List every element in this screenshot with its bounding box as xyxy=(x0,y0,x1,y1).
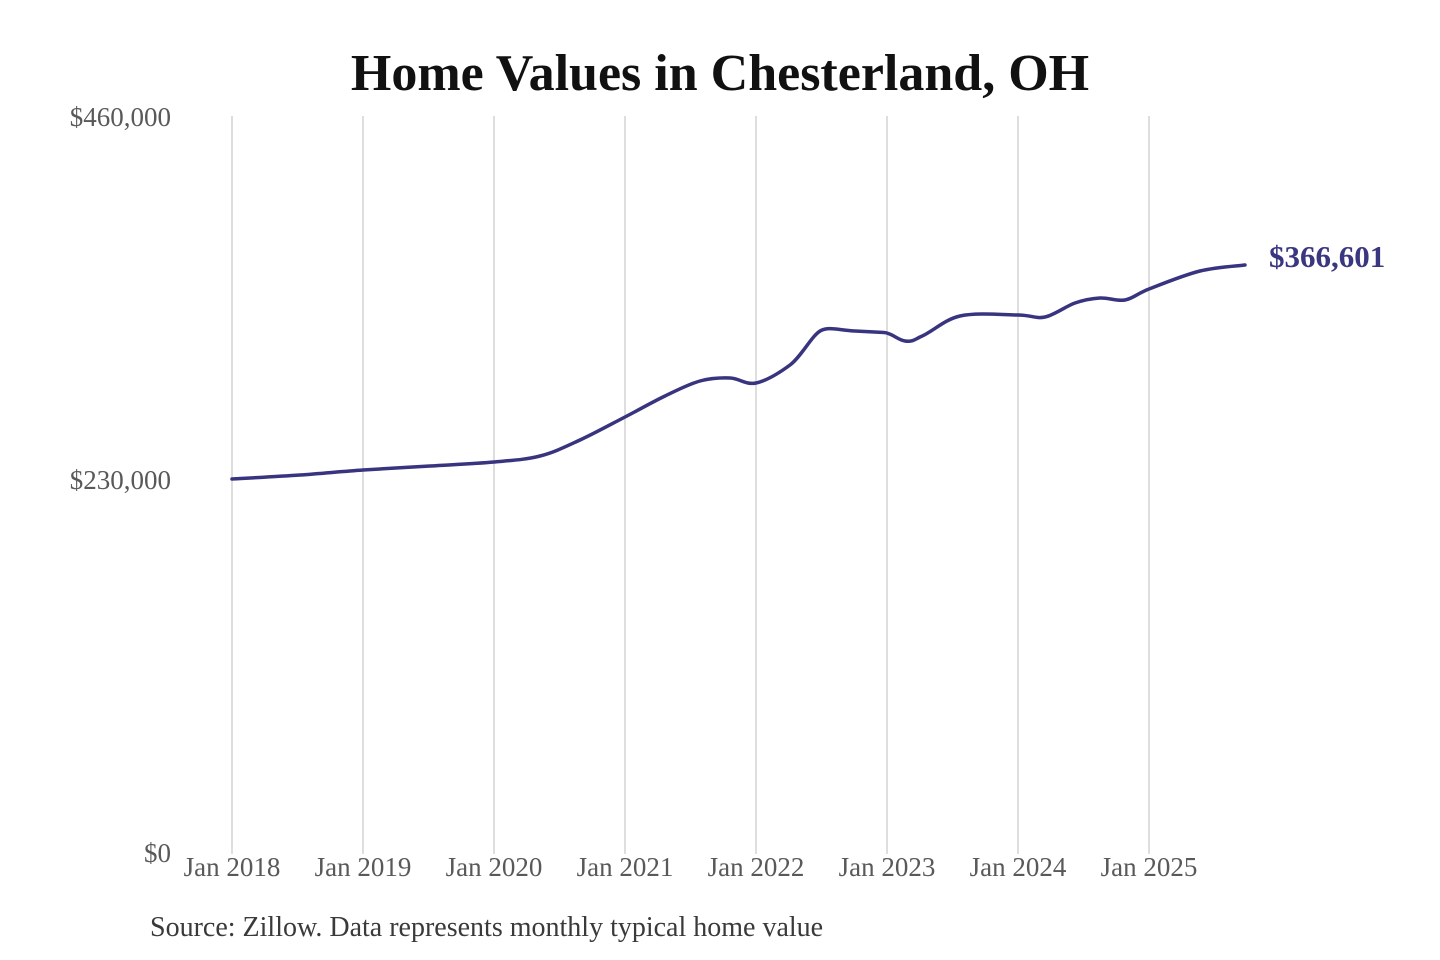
svg-text:Jan 2025: Jan 2025 xyxy=(1101,852,1198,882)
svg-text:$230,000: $230,000 xyxy=(70,465,171,495)
svg-text:$460,000: $460,000 xyxy=(70,102,171,132)
svg-text:Jan 2021: Jan 2021 xyxy=(577,852,674,882)
svg-text:$0: $0 xyxy=(144,838,171,868)
svg-text:Jan 2023: Jan 2023 xyxy=(839,852,936,882)
svg-text:Jan 2020: Jan 2020 xyxy=(446,852,543,882)
svg-text:Jan 2024: Jan 2024 xyxy=(970,852,1067,882)
svg-text:$366,601: $366,601 xyxy=(1269,239,1385,274)
svg-text:Jan 2019: Jan 2019 xyxy=(315,852,412,882)
svg-text:Jan 2022: Jan 2022 xyxy=(708,852,805,882)
svg-text:Jan 2018: Jan 2018 xyxy=(184,852,281,882)
